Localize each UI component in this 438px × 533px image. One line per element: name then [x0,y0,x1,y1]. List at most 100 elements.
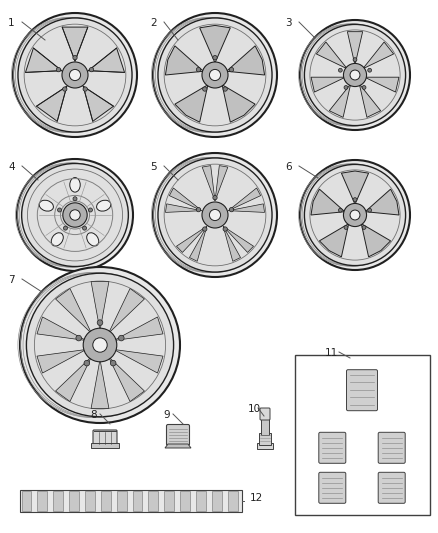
Ellipse shape [223,227,227,231]
Text: 3: 3 [285,18,292,28]
Polygon shape [361,224,391,257]
Polygon shape [316,42,347,69]
Ellipse shape [18,18,132,132]
Polygon shape [165,444,191,448]
FancyBboxPatch shape [166,424,190,446]
Polygon shape [62,27,88,61]
Polygon shape [175,85,208,122]
Ellipse shape [300,20,410,130]
Ellipse shape [362,85,366,90]
Ellipse shape [26,273,173,417]
Ellipse shape [83,328,117,362]
Polygon shape [177,227,207,253]
Ellipse shape [344,225,348,229]
Polygon shape [83,86,113,122]
Ellipse shape [223,87,227,91]
Ellipse shape [73,55,77,60]
Polygon shape [329,84,351,117]
Text: 12: 12 [250,493,263,503]
Ellipse shape [196,207,201,212]
Bar [295,355,430,515]
Bar [196,491,206,511]
Ellipse shape [70,210,80,220]
Text: 7: 7 [8,275,14,285]
FancyBboxPatch shape [378,432,405,463]
Bar [261,417,269,435]
Polygon shape [37,350,86,373]
Polygon shape [365,77,399,92]
Polygon shape [36,86,67,122]
Ellipse shape [339,68,342,72]
Polygon shape [311,77,345,92]
Bar [228,491,238,511]
Ellipse shape [362,225,366,229]
Ellipse shape [209,69,221,80]
Polygon shape [319,224,349,257]
Bar [180,491,190,511]
Bar [259,433,271,445]
Ellipse shape [202,62,228,88]
Ellipse shape [213,196,217,200]
Ellipse shape [17,159,133,271]
FancyBboxPatch shape [378,472,405,503]
Polygon shape [25,48,62,72]
Bar [101,491,111,511]
Polygon shape [56,288,92,333]
Ellipse shape [213,55,217,60]
Ellipse shape [158,18,272,132]
Polygon shape [109,288,145,333]
Ellipse shape [230,207,234,212]
Text: 10: 10 [248,404,261,414]
Text: 6: 6 [285,162,292,172]
Polygon shape [365,189,399,215]
FancyBboxPatch shape [93,430,117,446]
FancyBboxPatch shape [346,370,378,411]
Polygon shape [341,171,369,204]
Polygon shape [88,48,124,72]
Ellipse shape [97,320,103,326]
Polygon shape [363,42,394,69]
Ellipse shape [57,68,60,72]
Ellipse shape [350,210,360,220]
Polygon shape [347,31,363,65]
Ellipse shape [76,335,81,341]
Bar [20,490,242,512]
Ellipse shape [63,87,67,91]
Bar [164,491,174,511]
Polygon shape [114,350,163,373]
Ellipse shape [62,62,88,88]
Polygon shape [223,227,240,261]
Text: 1: 1 [8,18,14,28]
Ellipse shape [83,87,87,91]
Ellipse shape [88,208,92,212]
Polygon shape [190,227,207,261]
Ellipse shape [51,233,63,246]
Ellipse shape [196,68,201,72]
Ellipse shape [353,198,357,201]
Polygon shape [109,357,145,401]
Ellipse shape [70,177,80,192]
Bar [53,491,63,511]
Bar [69,491,79,511]
Ellipse shape [350,70,360,80]
Bar [257,443,273,449]
Bar [21,491,32,511]
Ellipse shape [119,335,124,341]
Bar [91,443,119,448]
Ellipse shape [368,208,371,212]
Ellipse shape [304,164,406,265]
FancyBboxPatch shape [260,408,270,420]
Ellipse shape [153,153,277,277]
Text: 2: 2 [150,18,157,28]
Ellipse shape [344,85,348,90]
Text: 5: 5 [150,162,157,172]
Ellipse shape [209,209,221,221]
Polygon shape [91,281,109,330]
Polygon shape [215,166,228,201]
Polygon shape [228,204,265,213]
FancyBboxPatch shape [319,472,346,503]
Ellipse shape [300,160,410,270]
Bar [117,491,127,511]
Ellipse shape [20,267,180,423]
Polygon shape [202,166,215,201]
